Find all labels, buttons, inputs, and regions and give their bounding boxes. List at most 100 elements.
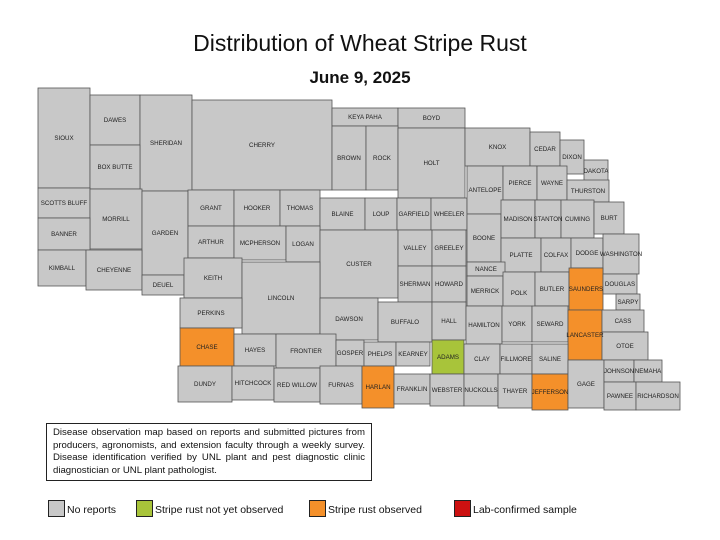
county-label-adams: ADAMS	[437, 354, 459, 361]
county-label-stanton: STANTON	[534, 216, 563, 223]
county-label-gosper: GOSPER	[337, 350, 364, 357]
county-label-box-butte: BOX BUTTE	[97, 164, 132, 171]
county-label-grant: GRANT	[200, 205, 222, 212]
county-label-sioux: SIOUX	[54, 135, 73, 142]
county-label-greeley: GREELEY	[434, 245, 463, 252]
county-label-hall: HALL	[441, 318, 457, 325]
county-boone	[466, 213, 502, 263]
county-washington	[602, 233, 640, 275]
county-york	[501, 305, 533, 343]
county-label-jefferson: JEFFERSON	[532, 389, 569, 396]
county-label-fillmore: FILLMORE	[501, 356, 532, 363]
county-label-boyd: BOYD	[423, 115, 441, 122]
county-valley	[397, 229, 433, 267]
county-label-blaine: BLAINE	[331, 211, 353, 218]
county-label-gage: GAGE	[577, 381, 595, 388]
county-rock	[365, 125, 399, 191]
county-webster	[429, 373, 465, 407]
county-label-valley: VALLEY	[404, 245, 427, 252]
county-label-howard: HOWARD	[435, 281, 463, 288]
county-label-holt: HOLT	[423, 160, 439, 167]
county-label-thurston: THURSTON	[571, 188, 605, 195]
county-label-cuming: CUMING	[565, 216, 590, 223]
county-hall	[431, 301, 467, 341]
county-label-franklin: FRANKLIN	[397, 386, 428, 393]
county-label-boone: BOONE	[473, 235, 495, 242]
county-pierce	[502, 165, 538, 201]
county-label-pierce: PIERCE	[508, 180, 531, 187]
legend-label-no-reports: No reports	[67, 504, 117, 516]
legend-label-lab-confirmed: Lab-confirmed sample	[473, 504, 577, 516]
county-garfield	[396, 197, 432, 231]
county-hooker	[233, 189, 281, 227]
county-label-scotts-bluff: SCOTTS BLUFF	[41, 200, 88, 207]
county-label-dawes: DAWES	[104, 117, 126, 124]
county-label-lincoln: LINCOLN	[268, 295, 295, 302]
county-label-wayne: WAYNE	[541, 180, 563, 187]
disclaimer-note: Disease observation map based on reports…	[46, 423, 372, 482]
county-label-deuel: DEUEL	[153, 282, 174, 289]
county-label-red-willow: RED WILLOW	[277, 382, 317, 389]
county-label-hamilton: HAMILTON	[468, 322, 499, 329]
county-label-polk: POLK	[511, 290, 528, 297]
county-label-hooker: HOOKER	[244, 205, 271, 212]
county-label-saunders: SAUNDERS	[569, 286, 603, 293]
county-label-keith: KEITH	[204, 275, 222, 282]
county-label-arthur: ARTHUR	[198, 239, 224, 246]
county-label-garfield: GARFIELD	[399, 211, 430, 218]
county-knox	[464, 127, 531, 167]
county-label-phelps: PHELPS	[368, 351, 392, 358]
county-label-lancaster: LANCASTER	[566, 332, 604, 339]
county-label-saline: SALINE	[539, 356, 561, 363]
county-label-kimball: KIMBALL	[49, 265, 76, 272]
county-label-cedar: CEDAR	[534, 146, 556, 153]
county-label-rock: ROCK	[373, 155, 392, 162]
county-label-webster: WEBSTER	[432, 387, 463, 394]
county-otoe	[601, 331, 649, 361]
county-label-garden: GARDEN	[152, 230, 178, 237]
county-label-cherry: CHERRY	[249, 142, 275, 149]
county-hayes	[233, 333, 277, 367]
county-richardson	[635, 381, 681, 411]
county-burt	[593, 201, 625, 235]
county-perkins	[179, 297, 243, 329]
county-gage	[567, 359, 605, 409]
county-label-chase: CHASE	[196, 344, 217, 351]
county-jefferson	[531, 373, 569, 411]
county-butler	[534, 271, 570, 307]
county-label-douglas: DOUGLAS	[605, 281, 635, 288]
county-label-dakota: DAKOTA	[584, 168, 610, 175]
map-date: June 9, 2025	[309, 68, 411, 87]
legend-label-not-observed: Stripe rust not yet observed	[155, 504, 284, 516]
county-kearney	[395, 341, 431, 367]
county-seward	[531, 305, 569, 343]
county-label-cass: CASS	[615, 318, 632, 325]
county-label-custer: CUSTER	[346, 261, 372, 268]
county-label-dodge: DODGE	[576, 250, 599, 257]
county-label-seward: SEWARD	[537, 321, 564, 328]
county-keith	[183, 257, 243, 299]
county-label-clay: CLAY	[474, 356, 490, 363]
county-label-buffalo: BUFFALO	[391, 319, 419, 326]
county-label-keya-paha: KEYA PAHA	[348, 114, 383, 121]
county-label-burt: BURT	[601, 215, 618, 222]
county-label-hitchcock: HITCHCOCK	[235, 380, 273, 387]
county-kimball	[37, 249, 87, 287]
county-chase	[179, 327, 235, 367]
county-label-kearney: KEARNEY	[398, 351, 428, 358]
county-platte	[500, 237, 542, 273]
county-label-perkins: PERKINS	[197, 310, 224, 317]
county-label-dawson: DAWSON	[335, 316, 363, 323]
county-madison	[500, 199, 536, 239]
county-mcpherson	[233, 225, 287, 261]
county-loup	[364, 197, 398, 231]
county-label-loup: LOUP	[373, 211, 390, 218]
county-label-knox: KNOX	[489, 144, 507, 151]
county-label-sheridan: SHERIDAN	[150, 140, 182, 147]
legend: No reports Stripe rust not yet observed …	[0, 500, 720, 520]
county-label-dixon: DIXON	[562, 154, 582, 161]
county-cheyenne	[85, 249, 143, 291]
map-title: Distribution of Wheat Stripe Rust	[193, 30, 527, 56]
county-merrick	[466, 275, 504, 307]
